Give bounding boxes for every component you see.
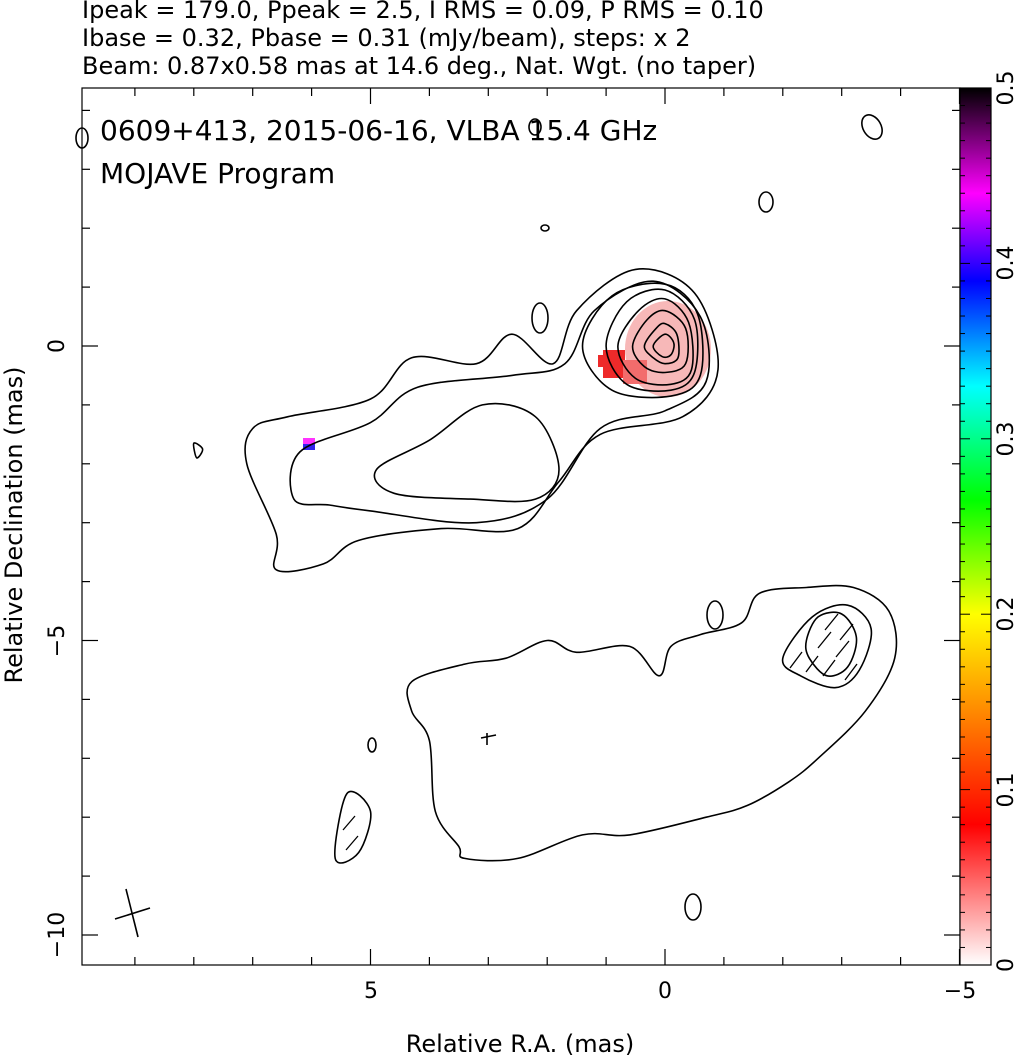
contour-level-1 [406, 584, 898, 862]
noise-islands [75, 114, 883, 921]
colorbar-ticks [960, 87, 991, 966]
chart-title: 0609+413, 2015-06-16, VLBA 15.4 GHz [100, 114, 657, 147]
y-tick-label-minus10: −10 [45, 912, 70, 958]
header-line-2: Ibase = 0.32, Pbase = 0.31 (mJy/beam), s… [82, 24, 691, 52]
y-tick-label-minus5: −5 [45, 625, 70, 657]
contour-level-32 [617, 297, 694, 386]
header-line-1: Ipeak = 179.0, Ppeak = 2.5, I RMS = 0.09… [82, 0, 764, 24]
evpa-stick [342, 815, 356, 831]
evpa-stick [817, 631, 832, 649]
evpa-stick [345, 835, 359, 851]
x-tick-label-minus5: −5 [944, 979, 976, 1004]
island-contour [531, 302, 549, 334]
colorbar-tick-label-0.1: 0.1 [994, 773, 1019, 808]
evpa-stick [822, 659, 836, 677]
pol-pixel-red-2 [598, 355, 608, 367]
island-contour [367, 737, 377, 753]
island-contour [75, 127, 89, 149]
beam-minor-axis [114, 907, 151, 920]
colorbar-tick-label-0.2: 0.2 [994, 597, 1019, 632]
x-tick-label-0: 0 [658, 979, 672, 1004]
evpa-stick [824, 613, 839, 631]
island-contour [861, 114, 883, 140]
island-contour [758, 191, 774, 213]
island-contour [480, 734, 497, 739]
evpa-stick [844, 663, 858, 681]
y-axis-title: Relative Declination (mas) [0, 366, 28, 683]
colorbar-tick-label-0.3: 0.3 [994, 422, 1019, 457]
contour-level-2 [289, 280, 711, 524]
contour-level-16 [605, 288, 699, 392]
colorbar-tick-label-0.4: 0.4 [994, 246, 1019, 281]
chart-subtitle: MOJAVE Program [100, 157, 335, 190]
evpa-stick [805, 655, 819, 673]
contour-level-256 [652, 333, 675, 359]
pol-pixel-magenta [303, 438, 315, 444]
pol-pixel-blue [303, 444, 315, 450]
axis-ticks [82, 88, 961, 965]
contour-level-64 [631, 309, 690, 374]
header-line-3: Beam: 0.87x0.58 mas at 14.6 deg., Nat. W… [82, 52, 756, 80]
island-contour [540, 224, 550, 232]
contour-level-4 [373, 402, 560, 503]
island-contour [528, 118, 542, 136]
x-tick-label-5: 5 [364, 979, 378, 1004]
island-contour [684, 893, 702, 921]
evpa-vectors [342, 613, 858, 851]
colorbar-tick-label-0.5: 0.5 [994, 71, 1019, 106]
evpa-stick [839, 623, 854, 641]
contour-layer [192, 268, 898, 864]
pol-pixel-red-3 [623, 360, 647, 384]
contour-level-2 [781, 603, 873, 689]
contour-level-128 [643, 322, 680, 365]
contour-level-1 [334, 790, 372, 864]
beam-marker [114, 888, 151, 938]
contour-level-1 [244, 268, 719, 573]
colorbar-tick-label-0: 0 [994, 958, 1019, 972]
contour-level-1 [192, 442, 204, 459]
contour-level-8 [581, 282, 704, 399]
y-tick-label-0: 0 [45, 339, 70, 353]
evpa-stick [835, 640, 850, 658]
island-contour [706, 600, 724, 630]
colorbar [959, 87, 992, 966]
evpa-stick [789, 651, 803, 669]
contour-level-4 [804, 611, 858, 677]
x-axis-title: Relative R.A. (mas) [406, 1030, 634, 1058]
